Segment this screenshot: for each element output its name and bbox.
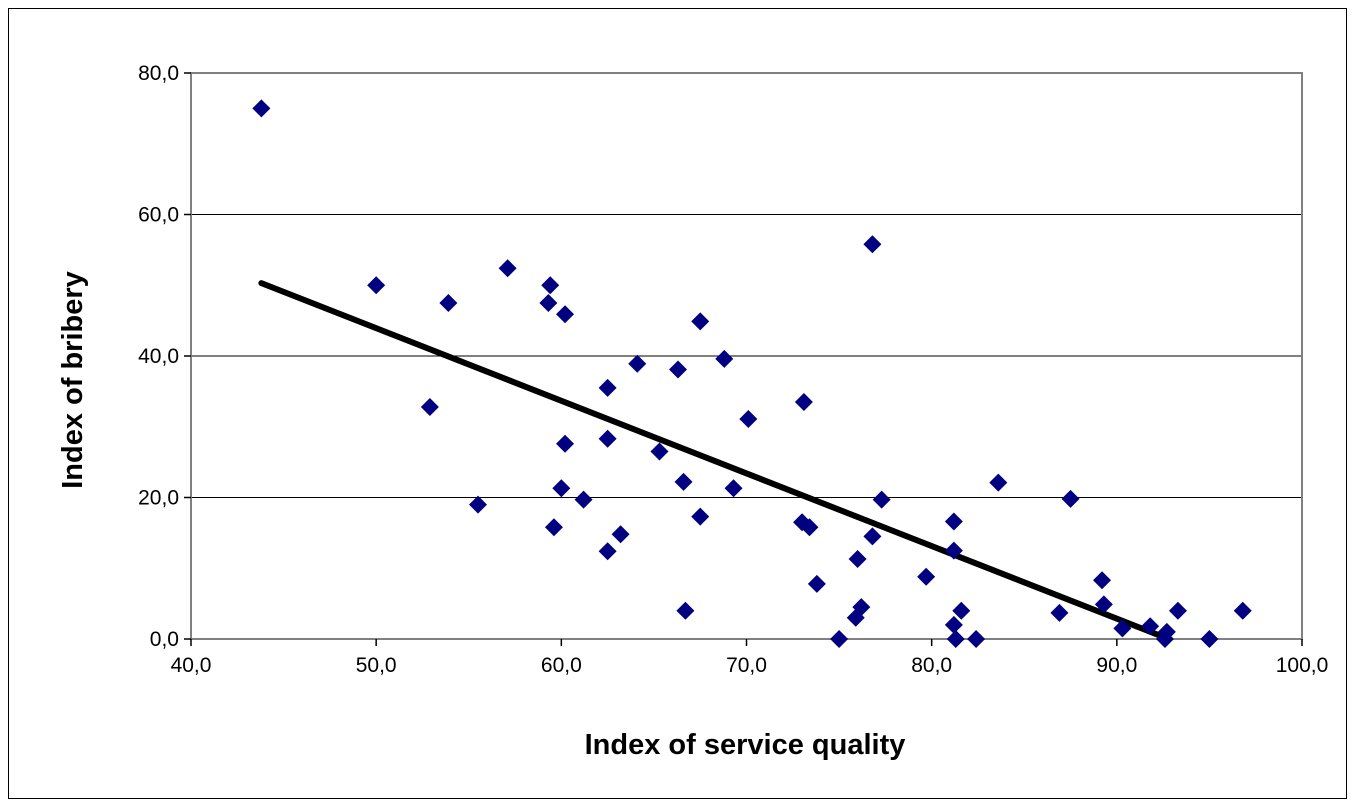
chart-frame	[8, 8, 1347, 799]
data-point	[439, 293, 458, 312]
data-point	[676, 601, 695, 620]
x-tick-label: 60,0	[541, 654, 582, 677]
data-point	[1094, 595, 1113, 614]
x-axis-title: Index of service quality	[585, 729, 906, 761]
data-point	[830, 630, 849, 648]
data-point	[574, 490, 593, 509]
data-point	[1093, 571, 1112, 590]
data-point	[668, 360, 687, 379]
data-point	[598, 378, 617, 397]
data-point	[1061, 489, 1080, 508]
y-axis-title: Index of bribery	[57, 271, 89, 489]
y-tick-label: 20,0	[138, 487, 179, 510]
data-point	[556, 434, 575, 453]
y-tick-label: 40,0	[138, 345, 179, 368]
data-point	[807, 574, 826, 593]
data-point	[469, 495, 488, 514]
y-tick-label: 80,0	[138, 62, 179, 85]
data-point	[724, 479, 743, 498]
data-point	[650, 442, 669, 461]
data-point	[420, 397, 439, 416]
data-point	[611, 525, 630, 544]
data-point	[539, 293, 558, 312]
data-point	[967, 630, 986, 648]
data-point	[691, 312, 710, 331]
data-point	[1200, 630, 1219, 648]
data-point	[598, 429, 617, 448]
data-point	[848, 550, 867, 569]
data-point	[367, 276, 386, 295]
data-point	[946, 630, 965, 648]
data-point	[739, 409, 758, 428]
data-point	[952, 601, 971, 620]
data-point	[944, 541, 963, 560]
data-point	[1141, 617, 1160, 636]
data-point	[917, 567, 936, 586]
data-point	[598, 542, 617, 561]
y-tick-label: 0,0	[150, 628, 179, 651]
data-point	[852, 598, 871, 617]
data-point	[872, 490, 891, 509]
data-point	[989, 473, 1008, 492]
data-point	[1050, 603, 1069, 622]
data-point	[863, 527, 882, 546]
data-point	[674, 472, 693, 491]
data-point	[944, 615, 963, 634]
data-point	[800, 518, 819, 537]
x-axis-ticks: 40,0 50,0 60,0 70,0 80,0 90,0 100,0	[171, 639, 1329, 677]
x-tick-label: 50,0	[356, 654, 397, 677]
data-point	[1168, 601, 1187, 620]
data-point	[691, 507, 710, 526]
data-point	[1157, 622, 1176, 641]
data-point	[1113, 619, 1132, 638]
data-point	[863, 235, 882, 254]
data-point	[794, 392, 813, 411]
data-point	[628, 354, 647, 373]
data-point	[498, 259, 517, 278]
x-tick-label: 90,0	[1096, 654, 1137, 677]
data-point	[715, 349, 734, 368]
y-axis-ticks: 0,0 20,0 40,0 60,0 80,0	[138, 62, 191, 651]
x-tick-label: 100,0	[1276, 654, 1329, 677]
x-tick-label: 40,0	[171, 654, 212, 677]
data-point	[544, 518, 563, 537]
grid-lines	[191, 214, 1302, 498]
data-points	[252, 99, 1252, 648]
trend-line	[258, 280, 1172, 642]
data-point	[944, 512, 963, 531]
data-point	[1233, 601, 1252, 620]
data-point	[556, 305, 575, 324]
data-point	[552, 479, 571, 498]
data-point	[541, 276, 560, 295]
x-tick-label: 70,0	[726, 654, 767, 677]
y-tick-label: 60,0	[138, 204, 179, 227]
data-point	[252, 99, 271, 118]
x-tick-label: 80,0	[911, 654, 952, 677]
